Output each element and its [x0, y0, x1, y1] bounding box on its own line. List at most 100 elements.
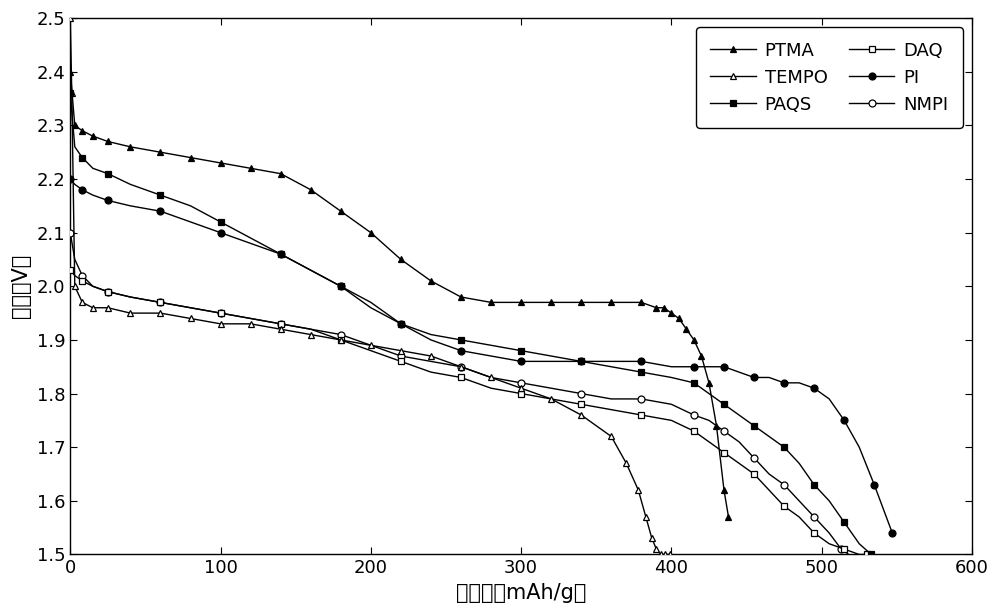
- TEMPO: [124, 309, 136, 317]
- PI: [102, 197, 114, 204]
- TEMPO: [640, 513, 652, 521]
- TEMPO: [64, 14, 76, 21]
- PAQS: [455, 336, 467, 344]
- PTMA: [605, 298, 617, 306]
- PTMA: [455, 293, 467, 301]
- PAQS: [545, 352, 557, 360]
- TEMPO: [646, 535, 658, 542]
- PTMA: [575, 298, 587, 306]
- TEMPO: [335, 336, 347, 344]
- DAQ: [838, 545, 850, 553]
- NMPI: [275, 320, 287, 327]
- PAQS: [718, 400, 730, 408]
- Y-axis label: 电压（V）: 电压（V）: [11, 254, 31, 319]
- DAQ: [124, 293, 136, 301]
- PTMA: [665, 309, 677, 317]
- PAQS: [215, 218, 227, 225]
- PI: [575, 358, 587, 365]
- NMPI: [635, 395, 647, 403]
- PAQS: [575, 358, 587, 365]
- DAQ: [545, 395, 557, 403]
- NMPI: [843, 551, 855, 558]
- PAQS: [688, 379, 700, 387]
- DAQ: [245, 315, 257, 322]
- PAQS: [425, 331, 437, 338]
- TEMPO: [659, 551, 671, 558]
- PI: [76, 186, 88, 193]
- TEMPO: [455, 363, 467, 370]
- TEMPO: [632, 486, 644, 494]
- PI: [886, 529, 898, 537]
- PAQS: [185, 202, 197, 209]
- PI: [87, 192, 99, 199]
- TEMPO: [655, 551, 667, 558]
- PI: [733, 368, 745, 376]
- PI: [635, 358, 647, 365]
- PI: [215, 229, 227, 236]
- PAQS: [748, 422, 760, 429]
- PI: [305, 266, 317, 274]
- PI: [748, 374, 760, 381]
- PTMA: [154, 149, 166, 156]
- NMPI: [718, 427, 730, 435]
- PI: [778, 379, 790, 387]
- DAQ: [605, 406, 617, 413]
- PTMA: [673, 315, 685, 322]
- PI: [853, 443, 865, 451]
- Line: NMPI: NMPI: [67, 229, 852, 558]
- PI: [455, 347, 467, 354]
- PI: [838, 417, 850, 424]
- Line: PI: PI: [67, 176, 896, 537]
- DAQ: [87, 282, 99, 290]
- DAQ: [365, 347, 377, 354]
- PI: [335, 282, 347, 290]
- NMPI: [185, 304, 197, 311]
- PTMA: [722, 513, 734, 521]
- PAQS: [793, 460, 805, 467]
- TEMPO: [664, 551, 676, 558]
- DAQ: [515, 390, 527, 397]
- PTMA: [485, 298, 497, 306]
- TEMPO: [515, 384, 527, 392]
- DAQ: [703, 438, 715, 446]
- PI: [154, 208, 166, 215]
- PTMA: [124, 143, 136, 150]
- DAQ: [69, 272, 81, 279]
- DAQ: [793, 513, 805, 521]
- DAQ: [861, 551, 873, 558]
- PTMA: [545, 298, 557, 306]
- PI: [718, 363, 730, 370]
- TEMPO: [154, 309, 166, 317]
- PAQS: [763, 433, 775, 440]
- PI: [763, 374, 775, 381]
- DAQ: [853, 551, 865, 558]
- DAQ: [485, 384, 497, 392]
- TEMPO: [605, 433, 617, 440]
- NMPI: [763, 470, 775, 478]
- NMPI: [665, 400, 677, 408]
- NMPI: [305, 325, 317, 333]
- TEMPO: [425, 352, 437, 360]
- NMPI: [835, 545, 847, 553]
- TEMPO: [215, 320, 227, 327]
- PAQS: [102, 170, 114, 177]
- NMPI: [425, 358, 437, 365]
- TEMPO: [102, 304, 114, 311]
- PI: [868, 481, 880, 488]
- PTMA: [76, 127, 88, 134]
- PAQS: [515, 347, 527, 354]
- DAQ: [733, 460, 745, 467]
- PAQS: [733, 411, 745, 419]
- NMPI: [76, 272, 88, 279]
- PTMA: [215, 159, 227, 166]
- NMPI: [102, 288, 114, 295]
- PAQS: [124, 181, 136, 188]
- NMPI: [64, 229, 76, 236]
- PI: [64, 176, 76, 183]
- DAQ: [102, 288, 114, 295]
- PTMA: [695, 352, 707, 360]
- PAQS: [485, 341, 497, 349]
- DAQ: [335, 336, 347, 344]
- PAQS: [823, 497, 835, 505]
- PI: [365, 298, 377, 306]
